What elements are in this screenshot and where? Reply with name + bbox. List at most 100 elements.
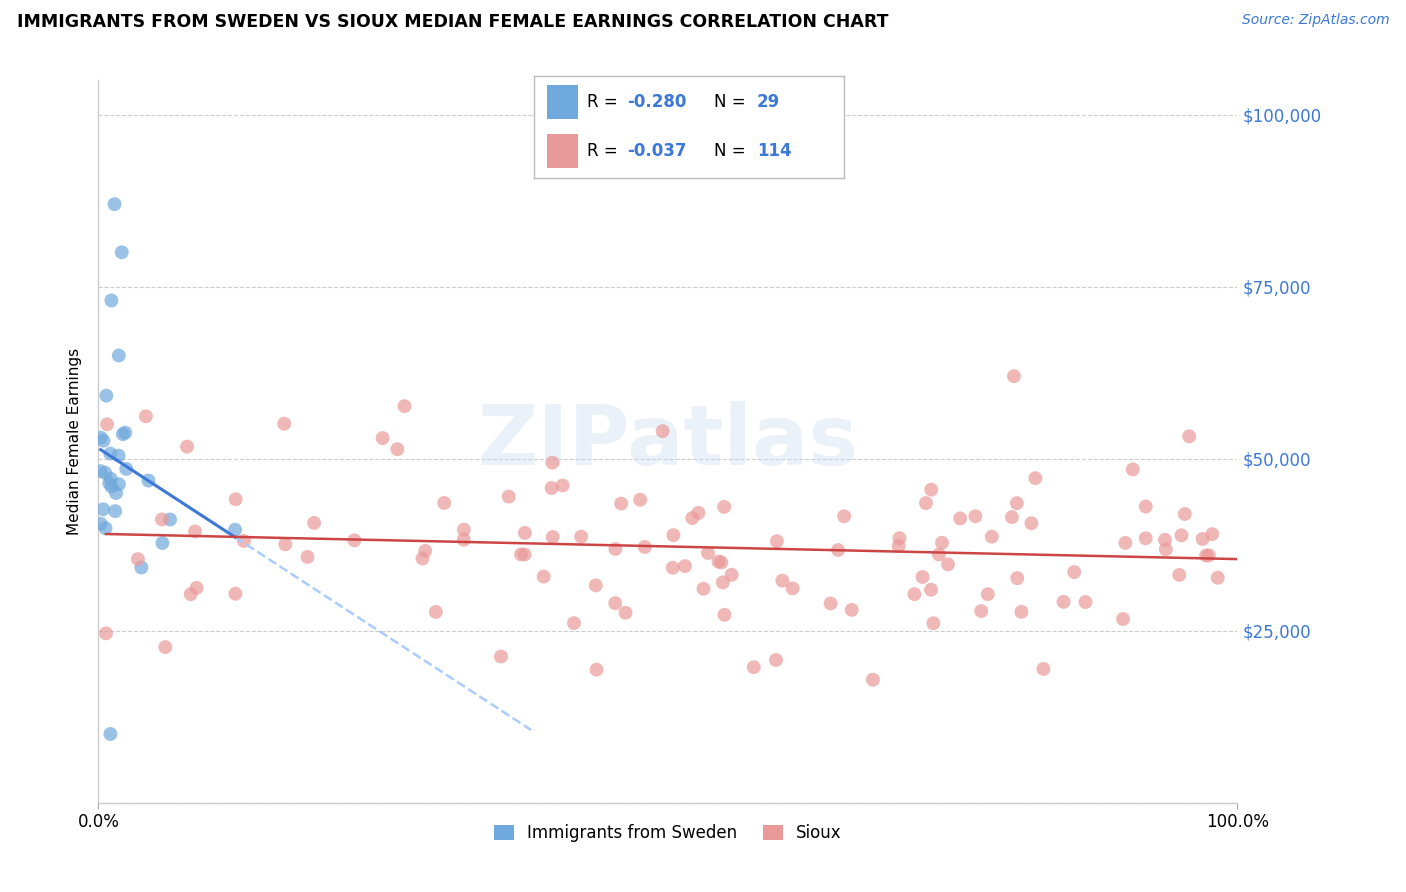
Text: N =: N = <box>714 94 751 112</box>
Point <box>233 533 256 548</box>
Point <box>1168 567 1191 582</box>
Point <box>225 492 247 507</box>
Point <box>1007 571 1029 585</box>
Point <box>176 440 198 454</box>
Point <box>302 516 325 530</box>
Point <box>100 480 122 494</box>
Point <box>105 486 128 500</box>
Point <box>920 582 942 597</box>
Point <box>96 389 118 403</box>
Point <box>605 541 627 556</box>
Text: N =: N = <box>714 142 751 160</box>
Point <box>453 533 475 547</box>
Point <box>1135 500 1157 514</box>
Point <box>425 605 447 619</box>
Point <box>100 293 122 308</box>
Point <box>713 500 735 514</box>
Point <box>510 547 533 561</box>
Point <box>94 626 117 640</box>
Point <box>628 492 651 507</box>
Point <box>1063 565 1085 579</box>
Point <box>562 616 585 631</box>
Point <box>540 481 562 495</box>
Point <box>720 567 742 582</box>
Point <box>1122 462 1144 476</box>
Point <box>662 561 685 575</box>
Point <box>949 511 972 525</box>
Point <box>820 597 842 611</box>
Point <box>610 497 633 511</box>
Point <box>681 511 703 525</box>
Point <box>489 649 512 664</box>
Point <box>911 570 934 584</box>
Point <box>135 409 157 424</box>
Point <box>713 607 735 622</box>
Point <box>533 569 555 583</box>
Point <box>111 245 134 260</box>
Point <box>98 476 121 491</box>
Point <box>832 509 855 524</box>
Point <box>569 530 592 544</box>
Point <box>152 536 174 550</box>
Point <box>273 417 295 431</box>
Point <box>94 521 117 535</box>
Point <box>274 537 297 551</box>
Point <box>742 660 765 674</box>
Point <box>150 512 173 526</box>
Point <box>688 506 710 520</box>
Point <box>394 399 416 413</box>
Point <box>711 575 734 590</box>
Point <box>297 549 319 564</box>
Point <box>131 560 153 574</box>
Point <box>180 587 202 601</box>
Text: ZIPatlas: ZIPatlas <box>478 401 858 482</box>
Point <box>453 523 475 537</box>
Point <box>707 555 730 569</box>
Point <box>1001 510 1024 524</box>
Point <box>1021 516 1043 531</box>
Text: -0.037: -0.037 <box>627 142 686 160</box>
Point <box>614 606 637 620</box>
Point <box>889 531 911 545</box>
Point <box>108 477 131 491</box>
Point <box>862 673 884 687</box>
Text: 114: 114 <box>756 142 792 160</box>
Point <box>98 446 121 460</box>
Point <box>980 530 1002 544</box>
Point <box>224 587 246 601</box>
Point <box>585 578 607 592</box>
Point <box>107 449 129 463</box>
Point <box>103 197 125 211</box>
Point <box>371 431 394 445</box>
Point <box>186 581 208 595</box>
Point <box>662 528 685 542</box>
Point <box>1010 605 1032 619</box>
Point <box>111 427 134 442</box>
Point <box>1154 533 1177 547</box>
Bar <box>547 85 578 119</box>
Point <box>104 504 127 518</box>
Point <box>1170 528 1192 542</box>
Point <box>1114 536 1136 550</box>
Point <box>108 349 131 363</box>
Point <box>184 524 207 539</box>
Point <box>93 434 115 448</box>
Point <box>343 533 366 548</box>
Point <box>1112 612 1135 626</box>
Point <box>827 543 849 558</box>
Point <box>841 603 863 617</box>
Point <box>1052 595 1074 609</box>
Point <box>977 587 1000 601</box>
Point <box>1154 542 1177 557</box>
Point <box>782 582 804 596</box>
Point <box>710 555 733 569</box>
Point <box>1024 471 1046 485</box>
Point <box>91 502 114 516</box>
Point <box>765 653 787 667</box>
Point <box>90 431 112 445</box>
Point <box>127 552 149 566</box>
Point <box>115 462 138 476</box>
Point <box>94 466 117 480</box>
Point <box>1195 549 1218 563</box>
Text: 29: 29 <box>756 94 780 112</box>
